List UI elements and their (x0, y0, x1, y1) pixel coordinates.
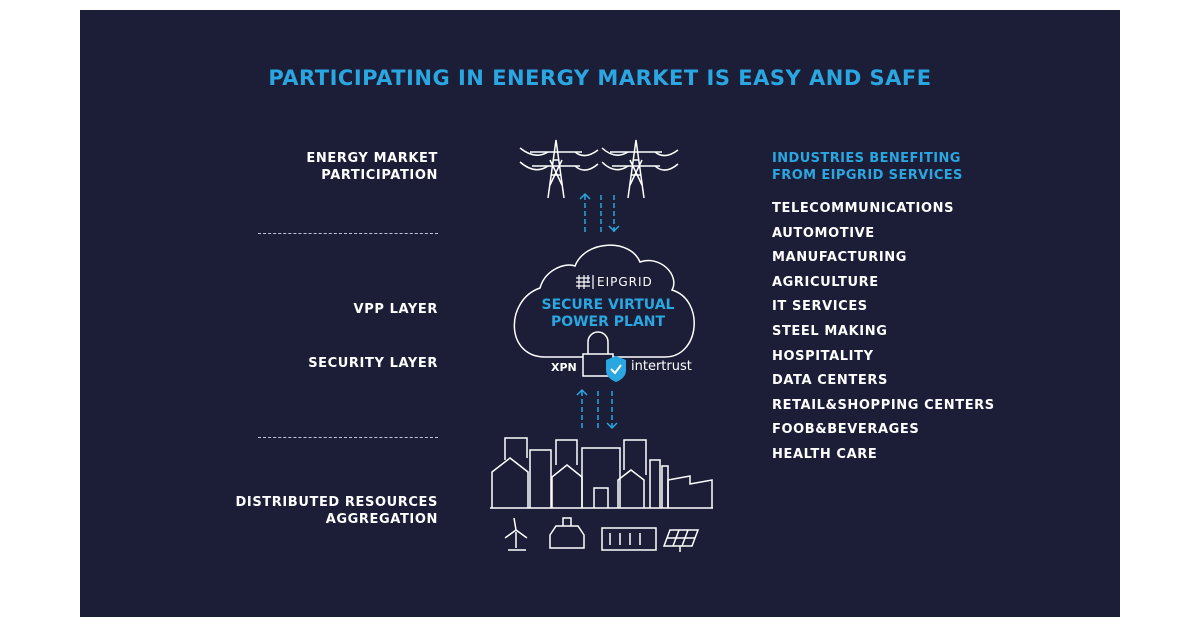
solar-panel-icon (662, 529, 700, 552)
arrows-top (584, 194, 615, 232)
divider (258, 233, 438, 234)
arrow-heads-bottom (576, 388, 618, 430)
page-title: PARTICIPATING IN ENERGY MARKET IS EASY A… (268, 66, 932, 90)
heading-line: FROM EIPGRID SERVICES (772, 168, 963, 183)
list-item: AUTOMOTIVE (772, 225, 875, 241)
electric-car-icon (549, 517, 585, 549)
cloud-label: SECURE VIRTUAL POWER PLANT (520, 297, 696, 331)
eipgrid-brand: EIPGRID (597, 275, 653, 289)
label-security-layer: SECURITY LAYER (308, 356, 438, 371)
lock-icon (582, 331, 614, 377)
list-item: MANUFACTURING (772, 250, 908, 266)
list-item: STEEL MAKING (772, 323, 888, 339)
arrows-bottom (581, 390, 613, 428)
list-item: DATA CENTERS (772, 373, 888, 389)
power-tower-icon (519, 139, 599, 199)
label-line: ENERGY MARKET (306, 151, 438, 166)
xpn-label: XPN (551, 361, 577, 374)
label-line: PARTICIPATION (321, 168, 438, 183)
label-line: DISTRIBUTED RESOURCES (235, 495, 438, 510)
label-line: AGGREGATION (325, 512, 438, 527)
list-item: TELECOMMUNICATIONS (772, 201, 955, 216)
shield-check-icon (606, 356, 626, 382)
list-item: RETAIL&SHOPPING CENTERS (772, 397, 995, 413)
battery-icon (601, 527, 657, 551)
wind-turbine-icon (504, 517, 528, 551)
label-vpp-layer: VPP LAYER (353, 302, 438, 317)
city-buildings-icon (490, 437, 713, 509)
label-energy-market: ENERGY MARKET PARTICIPATION (306, 150, 438, 184)
list-item: HOSPITALITY (772, 348, 874, 364)
list-item: AGRICULTURE (772, 274, 879, 290)
list-item: HEALTH CARE (772, 446, 878, 462)
industries-list: TELECOMMUNICATIONS AUTOMOTIVE MANUFACTUR… (772, 200, 995, 471)
eipgrid-logo-icon (576, 275, 594, 289)
cloud-icon (513, 244, 695, 358)
infographic-panel (80, 10, 1120, 617)
cloud-label-line: POWER PLANT (550, 314, 666, 330)
label-distributed: DISTRIBUTED RESOURCES AGGREGATION (236, 494, 439, 528)
cloud-label-line: SECURE VIRTUAL (541, 297, 675, 313)
industries-heading: INDUSTRIES BENEFITING FROM EIPGRID SERVI… (772, 150, 963, 184)
list-item: FOOB&BEVERAGES (772, 422, 920, 438)
divider (258, 437, 438, 438)
heading-line: INDUSTRIES BENEFITING (772, 151, 961, 166)
list-item: IT SERVICES (772, 299, 868, 315)
intertrust-logo: intertrust (631, 359, 692, 374)
power-tower-icon (601, 139, 679, 199)
arrow-heads-top (579, 192, 620, 233)
